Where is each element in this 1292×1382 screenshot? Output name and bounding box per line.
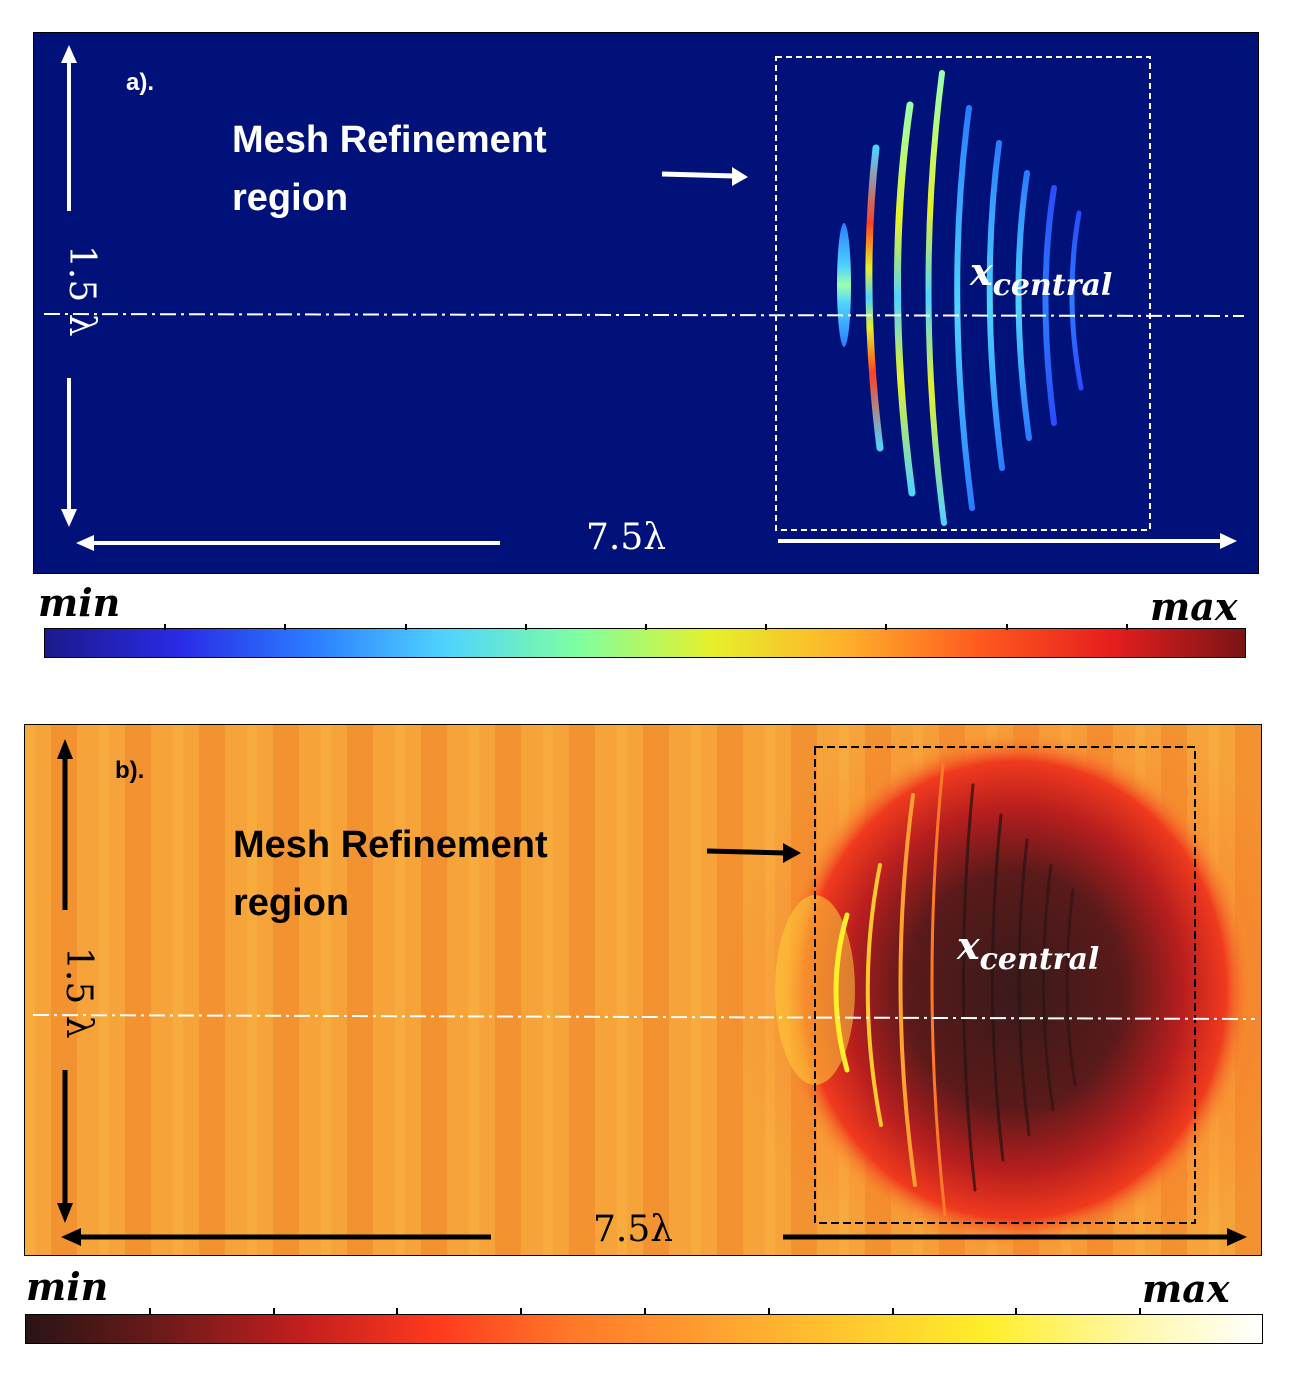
panel-a-wavefronts	[837, 70, 1084, 526]
panel-b-x-central-label: xcentral	[957, 923, 1099, 977]
colorbar-tick	[404, 624, 407, 630]
colorbar-tick	[1125, 624, 1128, 630]
wavefront-2	[865, 144, 884, 452]
colorbar-tick	[765, 624, 768, 630]
panel-b-title-line2: region	[233, 882, 350, 924]
panel-a-width-label: 7.5λ	[586, 517, 667, 558]
panel-a-title-line2: region	[232, 177, 349, 219]
colorbar-tick	[520, 1308, 523, 1314]
panel-a-x-central-label: xcentral	[970, 249, 1112, 303]
wavefront-4	[925, 70, 947, 526]
panel-a-refinement-box	[775, 56, 1151, 531]
colorbar-tick	[148, 1308, 151, 1314]
wavefront-3	[894, 101, 916, 497]
colorbar-tick	[1005, 624, 1008, 630]
panel-b-pointer-arrow	[706, 848, 786, 856]
colorbar-tick	[767, 1308, 770, 1314]
colorbar-b-max-label: max	[1142, 1266, 1230, 1311]
colorbar-tick	[164, 624, 167, 630]
x-central-subscript: central	[979, 942, 1100, 977]
wavefront-2	[865, 863, 883, 1127]
colorbar-a-max-label: max	[1150, 584, 1238, 629]
wavefront-3	[898, 793, 917, 1187]
colorbar-tick	[272, 1308, 275, 1314]
panel-b-wavefronts	[833, 763, 1077, 1217]
panel-b-core	[775, 730, 1255, 1250]
panel-a-tag: a).	[126, 69, 155, 96]
colorbar-a-ticks	[44, 624, 1246, 630]
colorbar-tick	[891, 1308, 894, 1314]
colorbar-tick	[284, 624, 287, 630]
colorbar-tick	[644, 1308, 646, 1314]
panel-a-plot: a). Mesh Refinement region xcentral 1.5 …	[33, 32, 1259, 574]
wavefront-1	[833, 912, 850, 1073]
colorbar-b	[25, 1314, 1263, 1344]
colorbar-tick	[396, 1308, 399, 1314]
panel-b-refinement-box	[814, 746, 1196, 1224]
colorbar-tick	[524, 624, 527, 630]
panel-b-tag: b).	[115, 757, 145, 784]
wavefront-8	[1042, 863, 1055, 1112]
panel-b-width-label: 7.5λ	[593, 1209, 674, 1250]
wavefront-6	[990, 813, 1005, 1162]
colorbar-b-min-label: min	[26, 1264, 109, 1309]
colorbar-tick	[645, 624, 647, 630]
colorbar-b-ticks	[25, 1308, 1263, 1314]
colorbar-tick	[1139, 1308, 1142, 1314]
panel-a: a). Mesh Refinement region xcentral 1.5 …	[0, 0, 1292, 670]
panel-a-field	[43, 45, 1245, 551]
colorbar-tick	[885, 624, 888, 630]
wavefront-5	[954, 105, 975, 511]
wavefront-4	[930, 763, 947, 1217]
wavefront-9	[1069, 210, 1084, 391]
panel-a-pointer-arrow	[661, 171, 735, 179]
wavefront-7	[1017, 838, 1031, 1137]
colorbar-a-min-label: min	[38, 580, 121, 625]
x-central-subscript: central	[992, 268, 1113, 303]
wavefront-5	[961, 783, 977, 1192]
wavefront-9	[1065, 888, 1077, 1087]
x-central-main: x	[957, 923, 980, 968]
wavefront-6	[986, 140, 1005, 471]
wavefront-7	[1015, 170, 1032, 441]
panel-b-height-label: 1.5 λ	[58, 947, 99, 1039]
panel-b-plot: b). Mesh Refinement region xcentral 1.5 …	[24, 724, 1262, 1256]
colorbar-a	[44, 628, 1246, 658]
colorbar-tick	[1015, 1308, 1018, 1314]
panel-a-title-line1: Mesh Refinement	[232, 119, 547, 161]
panel-b-title-line1: Mesh Refinement	[233, 824, 548, 866]
x-central-main: x	[970, 249, 993, 294]
panel-b-centerline	[32, 1014, 1256, 1020]
panel-a-centerline	[43, 313, 1245, 317]
wavefront-8	[1042, 185, 1057, 426]
panel-b-field	[25, 725, 1261, 1255]
